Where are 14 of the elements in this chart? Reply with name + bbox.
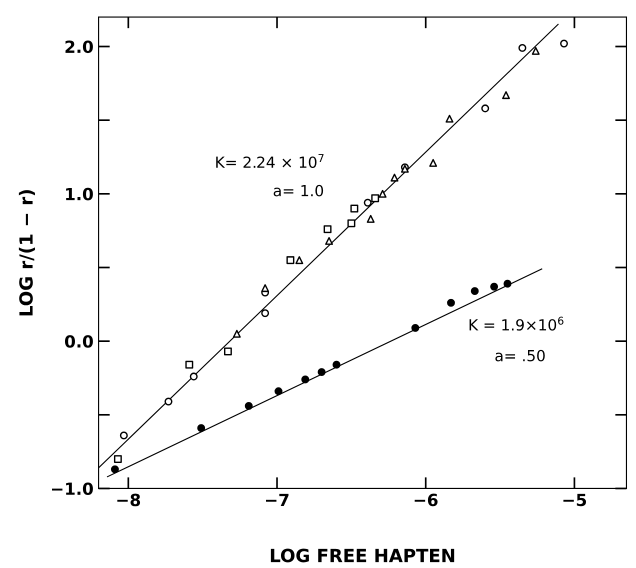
y-tick-label: 0.0 — [64, 335, 93, 348]
y-tick-label: 2.0 — [66, 40, 93, 54]
x-tick-label: −6 — [414, 494, 438, 506]
y-axis-title: LOG r/(1 − r) — [18, 190, 35, 316]
x-tick-label: −7 — [266, 494, 288, 506]
x-tick-label: −8 — [117, 494, 140, 506]
annotation: K= 2.24 × 10$^{7}$ — [216, 154, 324, 168]
annotation: a= 1.0 — [274, 184, 324, 196]
y-tick-label: 1.0 — [66, 188, 93, 200]
y-tick-label: −1.0 — [52, 482, 93, 496]
annotation: a= .50 — [495, 350, 545, 362]
x-axis-title: LOG FREE HAPTEN — [270, 548, 454, 562]
x-tick-label: −5 — [563, 494, 586, 506]
annotation: K = 1.9×10$^{6}$ — [470, 316, 564, 331]
